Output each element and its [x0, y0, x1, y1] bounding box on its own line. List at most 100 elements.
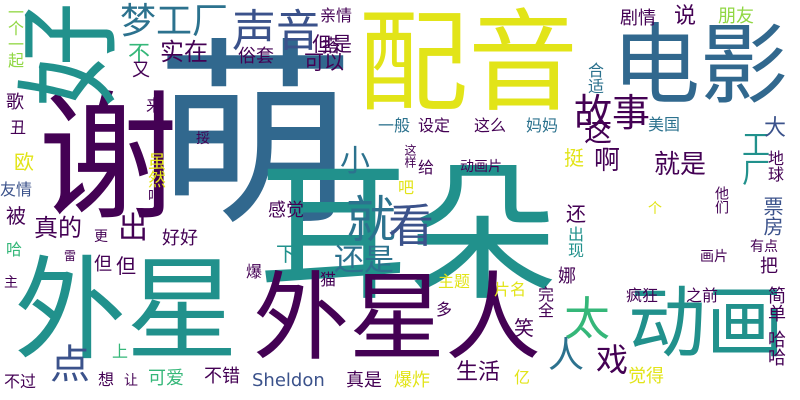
word-mao: 猫	[320, 270, 337, 289]
word-ganjue: 感觉	[268, 200, 304, 221]
word-chu: 出	[118, 211, 148, 246]
word-a: 啊	[594, 146, 621, 176]
word-meiguo: 美国	[648, 115, 681, 134]
word-you: 又	[132, 60, 150, 81]
word-keai: 可爱	[148, 368, 184, 389]
word-geng: 更	[94, 229, 108, 245]
word-qinqing: 亲情	[320, 6, 353, 25]
word-danshi: 但是	[312, 32, 352, 56]
word-xiao: 小	[340, 144, 370, 179]
word-hao: 好	[9, 1, 132, 108]
word-zhende: 真的	[34, 214, 82, 242]
word-juede: 觉得	[628, 366, 664, 387]
word-haishi: 还是	[334, 243, 394, 278]
word-haohao: 好好	[162, 228, 198, 249]
word-yi: 亿	[514, 368, 531, 387]
word-ou: 欧	[14, 150, 34, 174]
word-bucuo: 不错	[204, 366, 240, 387]
word-lei: 雷	[64, 249, 77, 263]
word-dianying: 电影	[612, 14, 789, 117]
word-jiushi: 就是	[654, 150, 707, 180]
word-peiyin: 配音	[358, 0, 578, 127]
word-tamen: 他们	[713, 186, 729, 214]
word-mama: 妈妈	[526, 116, 559, 135]
word-ge3: 歌	[6, 92, 24, 113]
word-zheyang: 这样	[403, 144, 417, 168]
word-jiandan: 简单	[765, 286, 786, 322]
word-duo: 多	[436, 300, 453, 319]
word-gongchang: 工厂	[738, 130, 771, 186]
word-na: 娜	[558, 266, 576, 287]
word-zhe: 这	[584, 115, 613, 148]
word-yigeyiqi: 一个一起	[5, 4, 24, 68]
word-fengkuang: 疯狂	[626, 286, 659, 305]
word-bei: 被	[6, 204, 26, 228]
word-xia: 下	[276, 242, 296, 266]
word-shizai: 实在	[160, 38, 208, 66]
word-ren: 人	[548, 335, 585, 376]
word-ting: 挺	[564, 146, 584, 170]
word-buguo: 不过	[4, 372, 37, 391]
word-erduo: 耳朵	[258, 148, 559, 322]
word-zhiqian: 之前	[686, 286, 719, 305]
word-xiang: 想	[98, 370, 115, 389]
word-meng: 萌	[155, 21, 356, 254]
word-donghuapian: 动画片	[460, 159, 502, 175]
word-youdian: 有点	[750, 239, 778, 255]
word-chou: 丑	[10, 118, 27, 137]
word-waixing: 外星	[14, 246, 238, 376]
word-haha: 哈哈	[765, 330, 786, 366]
word-wanquan: 完全	[535, 286, 554, 318]
word-ge2: 个	[648, 201, 662, 217]
word-bao: 爆	[246, 262, 263, 281]
word-pengyou: 朋友	[718, 6, 754, 27]
word-xi: 戏	[596, 341, 629, 379]
word-da2: 大	[764, 116, 787, 141]
word-da: 搭	[322, 36, 340, 57]
word-baozha: 爆炸	[394, 370, 430, 391]
word-shuo: 说	[674, 4, 697, 29]
word-tai: 太	[564, 292, 610, 346]
word-ba3: 吧	[148, 189, 162, 205]
word-rang: 让	[124, 373, 138, 389]
word-dan: 但	[116, 254, 136, 278]
word-sheldon: Sheldon	[252, 370, 325, 391]
word-xie: 谢	[38, 78, 179, 241]
word-piaofang: 票房	[760, 196, 784, 236]
word-huan: 还	[566, 202, 586, 226]
word-diqiu: 地球	[765, 150, 784, 182]
word-zhu: 主	[4, 275, 18, 291]
word-waixingren: 外星人	[253, 262, 541, 374]
word-donghua: 动画	[628, 279, 785, 369]
word-lai: 来	[146, 96, 163, 115]
word-chuxian: 出现	[565, 226, 584, 258]
word-bu: 不	[128, 42, 151, 67]
word-dian: 点	[50, 342, 90, 388]
word-sheding: 设定	[418, 116, 451, 135]
word-ba: 吧	[398, 178, 415, 197]
word-ba2: 把	[760, 256, 778, 277]
word-suiran: 虽然	[145, 152, 166, 188]
word-shang: 上	[112, 342, 129, 361]
word-shenghuo: 生活	[456, 360, 501, 385]
word-mengonggchang: 梦工厂	[120, 1, 229, 42]
word-pianming: 片名	[494, 280, 527, 299]
word-ge: 给	[418, 158, 435, 177]
word-ruo: 挼	[196, 131, 210, 147]
word-zheme: 这么	[474, 116, 507, 135]
word-suitao: 俗套	[238, 46, 274, 67]
word-juqing: 剧情	[620, 8, 656, 29]
word-xiao2: 笑	[514, 316, 534, 340]
word-dan2: 但	[94, 254, 112, 275]
word-shengyin: 声音	[232, 6, 320, 57]
word-ha: 哈	[6, 240, 23, 259]
word-jiu: 就	[346, 191, 396, 249]
word-yiban: 一般	[378, 116, 411, 135]
word-zhuti: 主题	[438, 272, 471, 291]
word-zhenshi: 真是	[346, 370, 382, 391]
word-keyi: 可以	[304, 50, 344, 74]
word-gushi: 故事	[574, 91, 651, 135]
word-youqing: 友情	[0, 180, 33, 199]
word-huapian: 画片	[700, 249, 728, 265]
